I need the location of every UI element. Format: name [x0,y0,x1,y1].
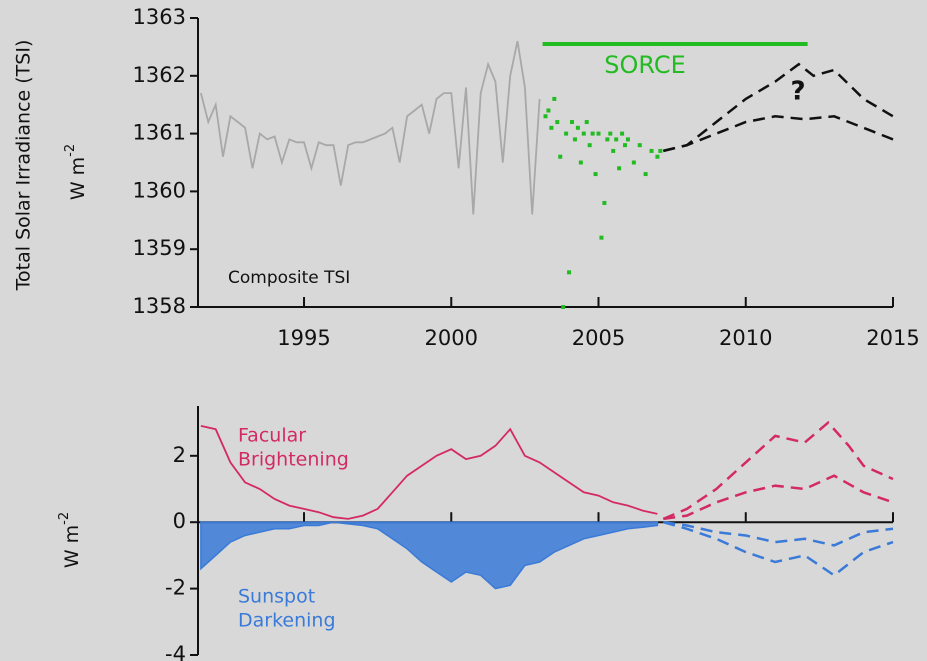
point [620,131,625,136]
point [570,120,575,125]
point [608,131,613,136]
point [546,108,551,113]
y-tick-label: 1361 [133,121,186,145]
point [599,235,604,240]
series-line [200,40,541,215]
annotation: ? [790,77,805,107]
point [555,120,560,125]
y-tick-label: -4 [165,642,186,661]
series-line [662,420,894,521]
point [593,172,598,177]
point [575,125,580,130]
series-line [200,425,658,520]
x-tick-label: 2005 [572,326,625,350]
unit-exponent: -2 [57,512,72,525]
point [581,131,586,136]
unit-base: W m [67,157,89,200]
y-tick-label: 2 [173,443,186,467]
y-tick-label: 1360 [133,178,186,202]
y-axis-label: Total Solar Irradiance (TSI) [13,40,35,292]
point [543,114,548,119]
point [590,131,595,136]
series-label: Sunspot [238,586,315,608]
x-tick-label: 2015 [866,326,919,350]
point [649,148,654,153]
span-label: SORCE [604,51,686,79]
point [614,137,619,142]
y-tick-label: 1363 [133,5,186,29]
series-line [663,474,894,521]
point [617,166,622,171]
series-label: Darkening [238,610,336,632]
y-unit: W m-2 [63,144,89,200]
unit-exponent: -2 [63,144,78,157]
x-tick-label: 2010 [719,326,772,350]
y-tick-label: 1358 [133,294,186,318]
x-tick-label: 2000 [425,326,478,350]
point [623,143,628,148]
y-tick-label: 0 [173,509,186,533]
point [602,200,607,205]
point [605,137,610,142]
y-unit: W m-2 [57,512,83,568]
series-line [663,62,894,153]
point [655,154,660,159]
series-line [662,520,894,577]
point [552,96,557,101]
point [572,137,577,142]
point [596,131,601,136]
point [584,120,589,125]
point [549,125,554,130]
annotation: Composite TSI [228,268,350,288]
x-tick-label: 1995 [277,326,330,350]
point [658,148,663,153]
y-tick-label: 1362 [133,63,186,87]
point [558,154,563,159]
point [637,143,642,148]
series-line [663,520,894,547]
point [567,270,572,275]
area [200,521,659,590]
point [611,148,616,153]
point [625,137,630,142]
point [587,143,592,148]
point [643,172,648,177]
unit-base: W m [61,525,83,568]
point [578,160,583,165]
point [561,305,566,309]
point [564,131,569,136]
y-tick-label: 1359 [133,236,186,260]
y-tick-label: -2 [165,576,186,600]
series-line [663,115,894,153]
point [631,160,636,165]
series-label: Facular [238,425,306,447]
series-label: Brightening [238,449,349,471]
